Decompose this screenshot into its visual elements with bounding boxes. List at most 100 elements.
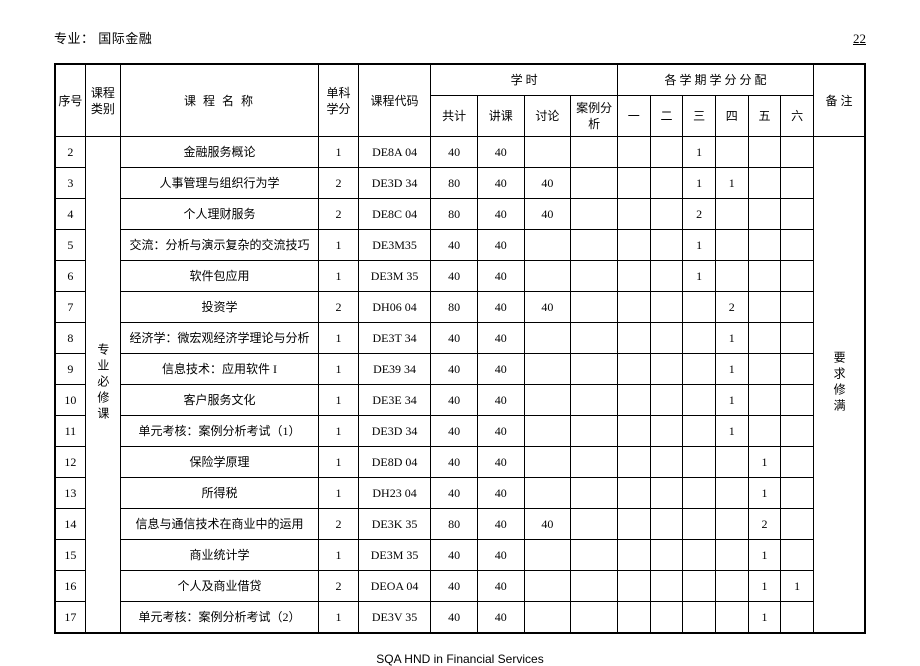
- cell-s2: [650, 230, 683, 261]
- cell-dis: 40: [524, 509, 571, 540]
- cell-code: DE3M35: [358, 230, 430, 261]
- cell-s6: [781, 230, 814, 261]
- cell-dis: [524, 137, 571, 168]
- cell-cs: [571, 447, 618, 478]
- cell-s3: [683, 540, 716, 571]
- footer-text: SQA HND in Financial Services: [54, 652, 866, 666]
- cell-t: 40: [431, 447, 478, 478]
- cell-s3: 1: [683, 261, 716, 292]
- cell-code: DE8A 04: [358, 137, 430, 168]
- cell-credit: 1: [319, 416, 359, 447]
- cell-credit: 2: [319, 292, 359, 323]
- cell-s4: 1: [715, 168, 748, 199]
- th-hours-group: 学 时: [431, 64, 618, 96]
- table-row: 2专业必修课金融服务概论1DE8A 0440401要求修满: [55, 137, 865, 168]
- cell-dis: [524, 447, 571, 478]
- cell-s6: [781, 447, 814, 478]
- category-cell: 专业必修课: [85, 137, 120, 634]
- cell-code: DE3M 35: [358, 540, 430, 571]
- cell-t: 40: [431, 230, 478, 261]
- cell-s5: [748, 385, 781, 416]
- cell-s5: 1: [748, 571, 781, 602]
- cell-s6: [781, 261, 814, 292]
- curriculum-table: 序号 课程类别 课 程 名 称 单科学分 课程代码 学 时 各 学 期 学 分 …: [54, 63, 866, 634]
- cell-cs: [571, 571, 618, 602]
- th-hours-lecture: 讲课: [477, 96, 524, 137]
- cell-s3: [683, 354, 716, 385]
- cell-s5: 1: [748, 478, 781, 509]
- cell-code: DEOA 04: [358, 571, 430, 602]
- cell-t: 40: [431, 571, 478, 602]
- cell-lec: 40: [477, 571, 524, 602]
- cell-t: 40: [431, 416, 478, 447]
- cell-dis: [524, 385, 571, 416]
- cell-s6: [781, 416, 814, 447]
- th-hours-discuss: 讨论: [524, 96, 571, 137]
- cell-s3: [683, 447, 716, 478]
- cell-t: 40: [431, 540, 478, 571]
- cell-t: 40: [431, 478, 478, 509]
- cell-t: 40: [431, 323, 478, 354]
- cell-s6: [781, 137, 814, 168]
- table-row: 5交流：分析与演示复杂的交流技巧1DE3M3540401: [55, 230, 865, 261]
- th-sem3: 三: [683, 96, 716, 137]
- cell-name: 信息技术：应用软件 I: [120, 354, 318, 385]
- cell-s5: 1: [748, 540, 781, 571]
- cell-code: DH06 04: [358, 292, 430, 323]
- cell-dis: [524, 571, 571, 602]
- cell-s4: [715, 137, 748, 168]
- cell-lec: 40: [477, 416, 524, 447]
- page-header: 专业： 国际金融 22: [54, 28, 866, 47]
- cell-credit: 2: [319, 168, 359, 199]
- cell-s2: [650, 447, 683, 478]
- cell-s1: [617, 447, 650, 478]
- cell-code: DE8C 04: [358, 199, 430, 230]
- th-code: 课程代码: [358, 64, 430, 137]
- cell-name: 单元考核：案例分析考试（2）: [120, 602, 318, 634]
- cell-s6: [781, 385, 814, 416]
- cell-s5: [748, 323, 781, 354]
- cell-s1: [617, 261, 650, 292]
- cell-cs: [571, 323, 618, 354]
- cell-cs: [571, 292, 618, 323]
- cell-s2: [650, 540, 683, 571]
- cell-name: 交流：分析与演示复杂的交流技巧: [120, 230, 318, 261]
- cell-name: 软件包应用: [120, 261, 318, 292]
- cell-name: 个人理财服务: [120, 199, 318, 230]
- table-body: 2专业必修课金融服务概论1DE8A 0440401要求修满3 人事管理与组织行为学…: [55, 137, 865, 634]
- cell-t: 80: [431, 509, 478, 540]
- cell-s4: [715, 199, 748, 230]
- table-row: 11单元考核：案例分析考试（1）1DE3D 3440401: [55, 416, 865, 447]
- cell-code: DE39 34: [358, 354, 430, 385]
- cell-s6: [781, 354, 814, 385]
- cell-name: 人事管理与组织行为学: [120, 168, 318, 199]
- cell-lec: 40: [477, 292, 524, 323]
- cell-seq: 8: [55, 323, 85, 354]
- cell-dis: [524, 478, 571, 509]
- cell-s5: [748, 354, 781, 385]
- th-sem1: 一: [617, 96, 650, 137]
- table-row: 9信息技术：应用软件 I1DE39 3440401: [55, 354, 865, 385]
- cell-s3: [683, 385, 716, 416]
- cell-lec: 40: [477, 540, 524, 571]
- cell-s4: [715, 447, 748, 478]
- cell-lec: 40: [477, 230, 524, 261]
- cell-credit: 2: [319, 571, 359, 602]
- cell-name: 所得税: [120, 478, 318, 509]
- cell-seq: 5: [55, 230, 85, 261]
- cell-s2: [650, 323, 683, 354]
- cell-s5: 1: [748, 447, 781, 478]
- cell-seq: 12: [55, 447, 85, 478]
- cell-s1: [617, 230, 650, 261]
- cell-s3: 1: [683, 230, 716, 261]
- cell-s3: [683, 416, 716, 447]
- th-hours-case: 案例分析: [571, 96, 618, 137]
- table-row: 17单元考核：案例分析考试（2）1DE3V 3540401: [55, 602, 865, 634]
- cell-seq: 13: [55, 478, 85, 509]
- cell-s4: 1: [715, 385, 748, 416]
- cell-seq: 16: [55, 571, 85, 602]
- cell-s6: [781, 602, 814, 634]
- cell-cs: [571, 354, 618, 385]
- cell-cs: [571, 416, 618, 447]
- cell-seq: 3: [55, 168, 85, 199]
